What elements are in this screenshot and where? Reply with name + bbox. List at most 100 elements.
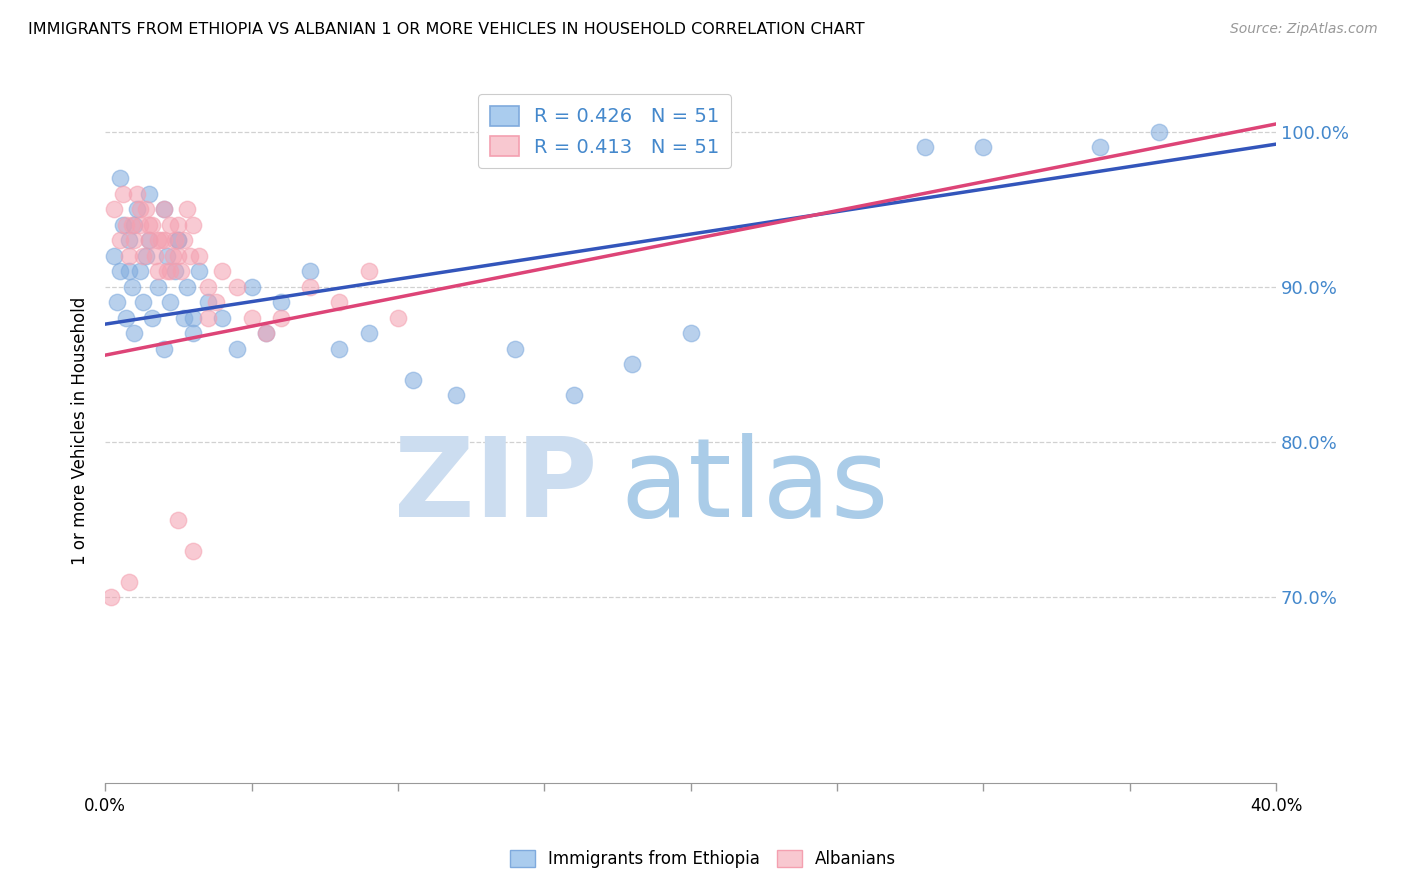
Point [159, 218, 181, 232]
Point [103, 202, 125, 217]
Point [149, 233, 172, 247]
Point [132, 249, 155, 263]
Point [328, 342, 350, 356]
Point [138, 233, 160, 247]
Text: IMMIGRANTS FROM ETHIOPIA VS ALBANIAN 1 OR MORE VEHICLES IN HOUSEHOLD CORRELATION: IMMIGRANTS FROM ETHIOPIA VS ALBANIAN 1 O… [28, 22, 865, 37]
Point [117, 233, 139, 247]
Point [159, 264, 181, 278]
Point [167, 233, 190, 247]
Point [132, 295, 155, 310]
Text: atlas: atlas [620, 434, 889, 541]
Text: ZIP: ZIP [394, 434, 598, 541]
Point [167, 249, 190, 263]
Point [226, 342, 249, 356]
Point [100, 590, 122, 604]
Point [197, 280, 219, 294]
Point [240, 310, 263, 325]
Point [254, 326, 277, 341]
Point [181, 310, 204, 325]
Point [328, 295, 350, 310]
Point [226, 280, 249, 294]
Point [117, 249, 139, 263]
Point [176, 202, 198, 217]
Point [197, 310, 219, 325]
Point [173, 233, 195, 247]
Point [165, 233, 187, 247]
Point [159, 295, 181, 310]
Point [167, 513, 190, 527]
Point [121, 218, 143, 232]
Point [211, 310, 233, 325]
Point [162, 249, 184, 263]
Point [146, 280, 169, 294]
Point [152, 342, 174, 356]
Point [129, 218, 152, 232]
Point [117, 574, 139, 589]
Point [167, 218, 190, 232]
Point [357, 264, 380, 278]
Point [299, 264, 322, 278]
Point [111, 218, 134, 232]
Point [1090, 140, 1112, 154]
Point [503, 342, 526, 356]
Point [679, 326, 702, 341]
Legend: Immigrants from Ethiopia, Albanians: Immigrants from Ethiopia, Albanians [503, 843, 903, 875]
Point [562, 388, 585, 402]
Point [156, 249, 179, 263]
Point [114, 218, 136, 232]
Point [114, 310, 136, 325]
Point [135, 249, 157, 263]
Point [156, 264, 179, 278]
Point [138, 186, 160, 201]
Point [117, 264, 139, 278]
Point [146, 264, 169, 278]
Point [179, 249, 201, 263]
Point [152, 202, 174, 217]
Point [181, 218, 204, 232]
Point [143, 249, 166, 263]
Point [173, 310, 195, 325]
Point [141, 310, 163, 325]
Point [121, 280, 143, 294]
Point [111, 186, 134, 201]
Point [270, 295, 292, 310]
Y-axis label: 1 or more Vehicles in Household: 1 or more Vehicles in Household [72, 296, 89, 565]
Point [152, 233, 174, 247]
Point [299, 280, 322, 294]
Point [124, 326, 146, 341]
Point [187, 249, 209, 263]
Text: Source: ZipAtlas.com: Source: ZipAtlas.com [1230, 22, 1378, 37]
Point [129, 202, 152, 217]
Point [621, 358, 644, 372]
Point [108, 171, 131, 186]
Point [167, 233, 190, 247]
Point [1147, 125, 1170, 139]
Point [176, 280, 198, 294]
Point [197, 295, 219, 310]
Point [181, 326, 204, 341]
Point [205, 295, 228, 310]
Point [146, 233, 169, 247]
Point [240, 280, 263, 294]
Point [138, 233, 160, 247]
Point [270, 310, 292, 325]
Point [446, 388, 468, 402]
Point [181, 543, 204, 558]
Point [138, 218, 160, 232]
Point [141, 218, 163, 232]
Point [124, 218, 146, 232]
Point [135, 202, 157, 217]
Point [387, 310, 409, 325]
Point [914, 140, 936, 154]
Point [105, 295, 128, 310]
Point [152, 202, 174, 217]
Legend: R = 0.426   N = 51, R = 0.413   N = 51: R = 0.426 N = 51, R = 0.413 N = 51 [478, 95, 731, 169]
Point [170, 264, 193, 278]
Point [124, 233, 146, 247]
Point [211, 264, 233, 278]
Point [127, 202, 149, 217]
Point [254, 326, 277, 341]
Point [165, 264, 187, 278]
Point [187, 264, 209, 278]
Point [401, 373, 423, 387]
